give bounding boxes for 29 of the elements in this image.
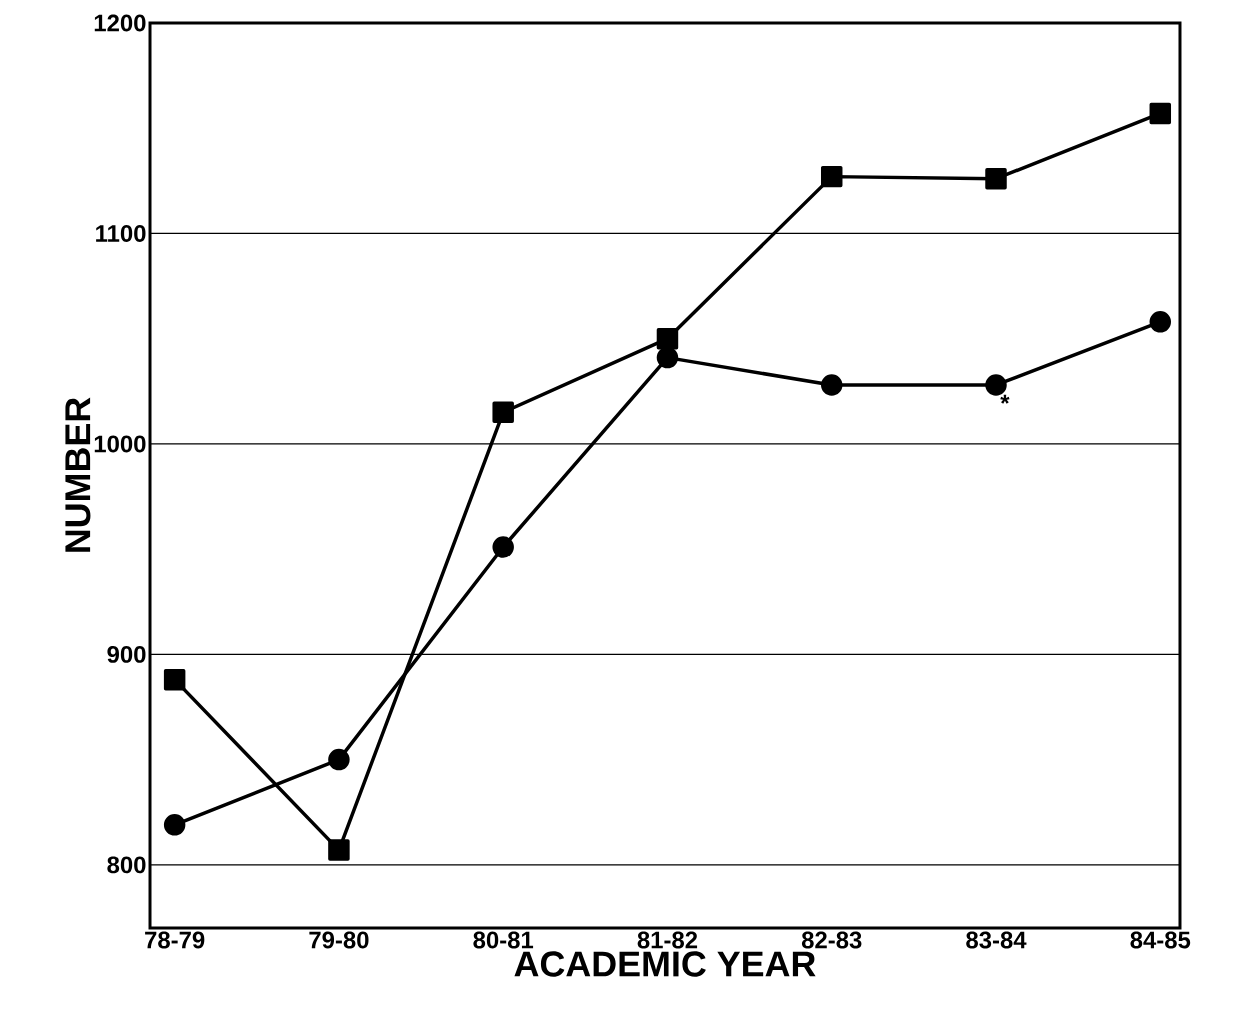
y-tick-label: 1100 [96,224,146,242]
x-tick-label: 81-82 [637,931,698,949]
point [820,165,843,188]
point [163,814,186,836]
y-tick-label: 1200 [94,14,146,32]
point [492,401,514,424]
point [1149,102,1172,125]
x-tick-label: 82-83 [801,931,862,949]
y-axis-title: NUMBER [65,397,91,552]
x-tick-label: 78-79 [145,931,205,949]
x-tick-label: 80-81 [473,931,534,949]
x-tick-label: 79-80 [309,931,369,949]
point [820,374,843,396]
x-axis-title: ACADEMIC YEAR [514,951,816,977]
point [492,536,514,558]
point [1149,311,1172,333]
x-tick-label: 83-84 [966,931,1027,949]
x-tick-label: 84-85 [1130,931,1191,949]
y-tick-label: 800 [107,856,146,874]
annotation: * [1000,394,1010,404]
point [656,327,679,350]
point [985,374,1007,396]
point [328,748,350,771]
point [656,346,679,369]
point [985,167,1007,190]
point [163,668,186,691]
y-tick-label: 1000 [94,435,146,453]
point [328,839,350,861]
y-tick-label: 900 [107,645,146,663]
